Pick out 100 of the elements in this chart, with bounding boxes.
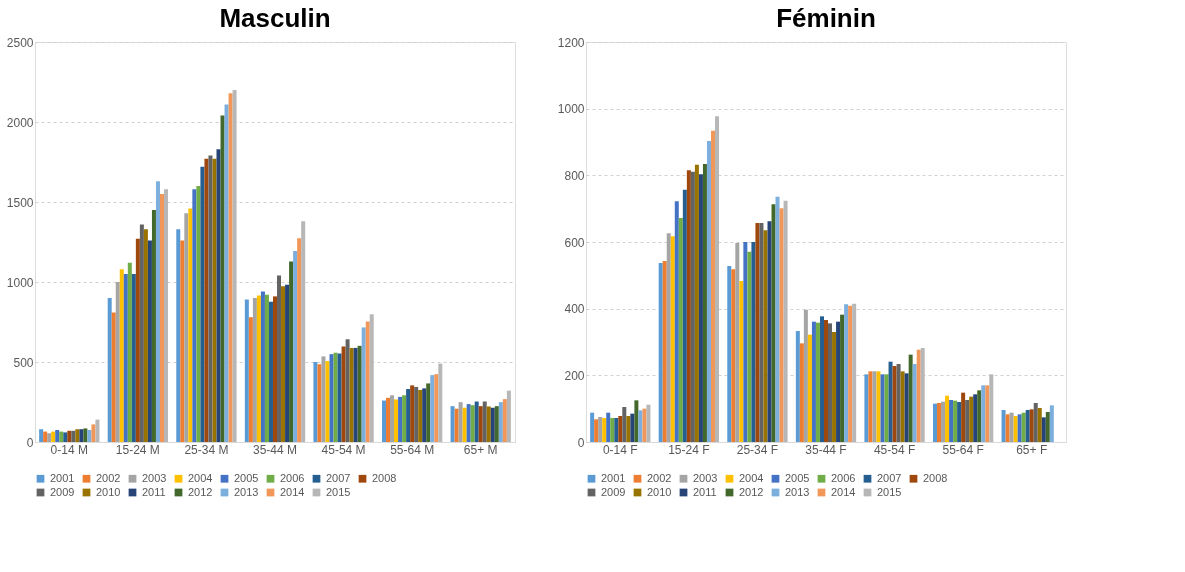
bar <box>196 186 201 442</box>
bar <box>767 221 772 442</box>
bar <box>864 374 869 442</box>
legend-label: 2013 <box>234 485 259 498</box>
bar <box>297 238 302 442</box>
bar <box>329 354 334 442</box>
bar <box>143 229 148 442</box>
bar <box>369 314 374 442</box>
bar <box>47 433 52 442</box>
bar <box>706 141 711 442</box>
bar <box>618 416 623 442</box>
bar <box>743 242 748 442</box>
bar <box>682 189 687 442</box>
bar <box>876 371 881 442</box>
bar <box>916 349 921 442</box>
bar <box>212 158 217 442</box>
bar <box>1033 403 1038 442</box>
bar <box>293 251 298 442</box>
legend-label: 2006 <box>831 471 856 484</box>
bar <box>969 396 974 442</box>
bar <box>594 419 599 442</box>
bar <box>868 371 873 442</box>
bar <box>795 331 800 442</box>
legend-label: 2012 <box>739 485 764 498</box>
legend-label: 2015 <box>877 485 902 498</box>
bar <box>920 348 925 442</box>
bar <box>961 392 966 442</box>
legend-label: 2012 <box>188 485 213 498</box>
bar <box>880 374 885 442</box>
bar <box>775 196 780 442</box>
bar <box>406 389 411 442</box>
y-tick-label: 0 <box>26 435 34 450</box>
y-tick-label: 1000 <box>557 102 585 117</box>
bar <box>151 210 156 442</box>
bar <box>686 170 691 442</box>
bar <box>260 291 265 442</box>
bar <box>71 430 76 442</box>
legend-label: 2008 <box>372 471 397 484</box>
bar <box>357 345 362 442</box>
bar <box>301 221 306 442</box>
bar <box>289 261 294 442</box>
bar <box>414 386 419 442</box>
bar <box>200 166 205 442</box>
bar <box>482 401 487 442</box>
bar <box>771 204 776 442</box>
bar <box>630 413 635 442</box>
bar <box>727 266 732 442</box>
bar <box>900 371 905 442</box>
bar <box>325 361 330 442</box>
y-tick-label: 1200 <box>557 35 585 50</box>
bar <box>981 385 986 442</box>
legend-label: 2014 <box>831 485 856 498</box>
bar <box>779 208 784 442</box>
bar <box>402 395 407 442</box>
bar <box>51 431 56 442</box>
bar <box>184 213 189 442</box>
bar <box>333 352 338 442</box>
bar <box>458 402 463 442</box>
bar <box>912 364 917 442</box>
bar <box>176 229 181 442</box>
bar <box>965 400 970 442</box>
bar <box>1041 417 1046 442</box>
bar <box>285 284 290 442</box>
bar <box>646 404 651 442</box>
bar <box>107 298 112 442</box>
bar <box>281 286 286 442</box>
bar <box>1013 416 1018 442</box>
bar <box>188 208 193 442</box>
y-tick-label: 1500 <box>6 195 34 210</box>
x-tick-label: 65+ F <box>1016 442 1048 457</box>
bar <box>1029 409 1034 442</box>
bar <box>55 430 60 442</box>
bar <box>164 189 169 442</box>
bar <box>63 432 68 442</box>
bar <box>466 404 471 442</box>
x-tick-label: 55-64 F <box>942 442 984 457</box>
bar <box>111 312 116 442</box>
bar <box>658 263 663 442</box>
bar <box>642 408 647 442</box>
bar <box>147 240 152 442</box>
y-tick-label: 2000 <box>6 115 34 130</box>
bar <box>434 374 439 442</box>
bar <box>220 115 225 442</box>
bar <box>277 275 282 442</box>
legend-label: 2015 <box>326 485 351 498</box>
legend-label: 2008 <box>923 471 948 484</box>
legend-label: 2010 <box>647 485 672 498</box>
bar <box>365 321 370 442</box>
bar <box>204 158 209 442</box>
bar <box>430 375 435 442</box>
bar <box>506 390 511 442</box>
bar <box>43 431 48 442</box>
bar <box>747 251 752 442</box>
bar <box>208 155 213 442</box>
y-tick-label: 2500 <box>6 35 34 50</box>
x-tick-label: 35-44 M <box>252 442 298 457</box>
x-tick-label: 0-14 F <box>602 442 638 457</box>
bar <box>698 174 703 442</box>
bar <box>678 218 683 442</box>
legend-label: 2010 <box>96 485 121 498</box>
